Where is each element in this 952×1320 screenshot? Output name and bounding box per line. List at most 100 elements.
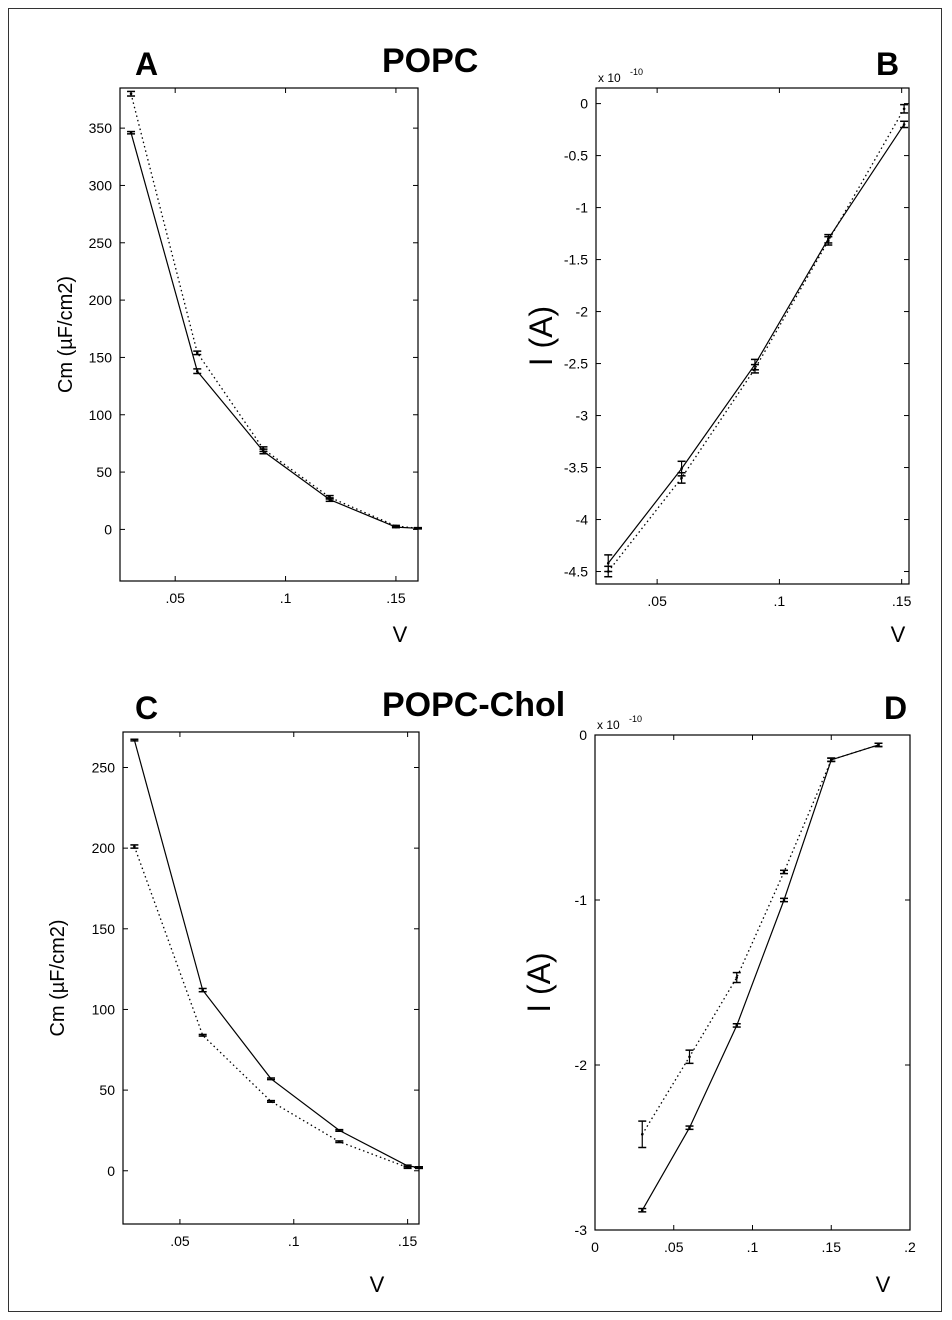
group-title-popc: POPC: [382, 42, 479, 80]
data-point: [782, 870, 786, 874]
y-tick-label: 200: [92, 840, 116, 856]
y-tick-label: 150: [92, 921, 116, 937]
y-axis-label: Cm (µF/cm2): [47, 919, 69, 1036]
plot-frame: [119, 87, 419, 582]
data-point: [753, 367, 757, 371]
x-axis-label: V: [891, 622, 906, 647]
y-axis-label: I (A): [523, 306, 559, 366]
data-point: [133, 738, 136, 742]
x-axis-label: V: [370, 1272, 385, 1297]
data-point: [735, 976, 739, 979]
series-line-solid: [641, 744, 879, 1211]
data-point: [133, 845, 136, 848]
data-point: [129, 92, 133, 96]
data-point: [338, 1129, 341, 1132]
data-point: [328, 496, 332, 499]
data-point: [606, 570, 610, 573]
y-tick-label: -1.5: [564, 252, 588, 268]
data-point: [417, 1166, 421, 1169]
y-tick-label: -3: [575, 1222, 588, 1238]
x-tick-label: .1: [774, 593, 786, 609]
data-point: [680, 467, 683, 470]
x-tick-label: .15: [386, 590, 406, 606]
plot-frame: [122, 731, 420, 1225]
chart-d: 0 .05 .1 .15 .2 0 -1 -2 -3 x 10 -10 I (A) V: [521, 714, 916, 1297]
data-point: [902, 107, 906, 111]
data-point: [269, 1100, 273, 1103]
x-tick-label: .15: [398, 1233, 418, 1249]
y-tick-label: -3: [576, 408, 589, 424]
group-title-popc-chol: POPC-Chol: [382, 686, 566, 724]
y-tick-label: 50: [99, 1082, 115, 1098]
x-axis-label: V: [876, 1272, 891, 1297]
x-tick-label: .1: [280, 590, 292, 606]
y-tick-label: 150: [89, 349, 113, 365]
panel-letter-d: D: [884, 690, 908, 726]
series-line-solid: [130, 132, 419, 529]
series-line-dotted: [130, 93, 419, 529]
y-tick-label: 350: [89, 120, 113, 136]
x-tick-label: .15: [892, 593, 912, 609]
x-axis-label: V: [393, 622, 408, 647]
series-line-dotted: [607, 108, 905, 572]
data-point: [201, 1033, 204, 1037]
y-tick-label: 200: [89, 292, 113, 308]
series-line-solid: [133, 739, 420, 1169]
y-tick-label: -2.5: [564, 356, 588, 372]
data-point: [902, 123, 906, 126]
x-tick-label: 0: [591, 1239, 599, 1255]
data-point: [829, 758, 833, 762]
chart-b: .05 .1 .15 0 -0.5 -1 -1.5 -2 -2.5 -3 -3.5 -4 -4.5 x 1…: [523, 67, 912, 647]
panel-letter-b: B: [876, 46, 900, 82]
x-tick-label: .15: [822, 1239, 842, 1255]
panel-letter-c: C: [135, 690, 159, 726]
y-tick-label: 0: [580, 96, 588, 112]
data-point: [827, 239, 830, 243]
y-tick-label: -4.5: [564, 564, 588, 580]
data-point: [680, 476, 683, 480]
data-point: [688, 1055, 691, 1059]
x-tick-label: .05: [165, 590, 185, 606]
data-point: [416, 526, 420, 530]
data-point: [606, 561, 610, 565]
figure-frame: [8, 8, 942, 1312]
x-tick-label: .05: [647, 593, 667, 609]
y-tick-label: 300: [89, 177, 113, 193]
data-point: [338, 1140, 341, 1144]
series-line-solid: [607, 124, 905, 564]
y-tick-label: 100: [92, 1001, 116, 1017]
data-point: [129, 131, 133, 135]
data-point: [640, 1133, 644, 1136]
y-tick-label: -2: [576, 304, 589, 320]
series-line-dotted: [641, 744, 879, 1135]
data-point: [394, 524, 398, 528]
x-tick-label: .2: [904, 1239, 916, 1255]
data-point: [195, 351, 199, 355]
x-tick-label: .05: [170, 1233, 190, 1249]
data-point: [640, 1208, 644, 1212]
series-line-dotted: [133, 846, 419, 1169]
y-exponent-label: x 10: [598, 71, 621, 85]
y-tick-label: 250: [89, 235, 113, 251]
data-point: [406, 1166, 409, 1169]
y-tick-label: -0.5: [564, 148, 588, 164]
y-tick-label: 100: [89, 407, 113, 423]
data-point: [269, 1077, 273, 1081]
x-tick-label: .05: [664, 1239, 684, 1255]
y-tick-label: -4: [576, 512, 589, 528]
chart-a: .05 .1 .15 0 50 100 150 200 250 300 350 Cm (µF/cm2)…: [55, 87, 422, 647]
y-tick-label: 250: [92, 759, 116, 775]
y-axis-label: Cm (µF/cm2): [55, 276, 77, 393]
data-point: [735, 1024, 739, 1027]
y-exponent-label: x 10: [597, 718, 620, 732]
y-tick-label: -1: [576, 200, 589, 216]
y-tick-label: -2: [575, 1057, 588, 1073]
data-point: [688, 1126, 691, 1129]
data-point: [201, 988, 204, 992]
data-point: [262, 447, 265, 451]
y-tick-label: 0: [104, 521, 112, 537]
y-axis-label: I (A): [521, 952, 557, 1012]
x-tick-label: .1: [747, 1239, 759, 1255]
y-tick-label: 0: [107, 1163, 115, 1179]
